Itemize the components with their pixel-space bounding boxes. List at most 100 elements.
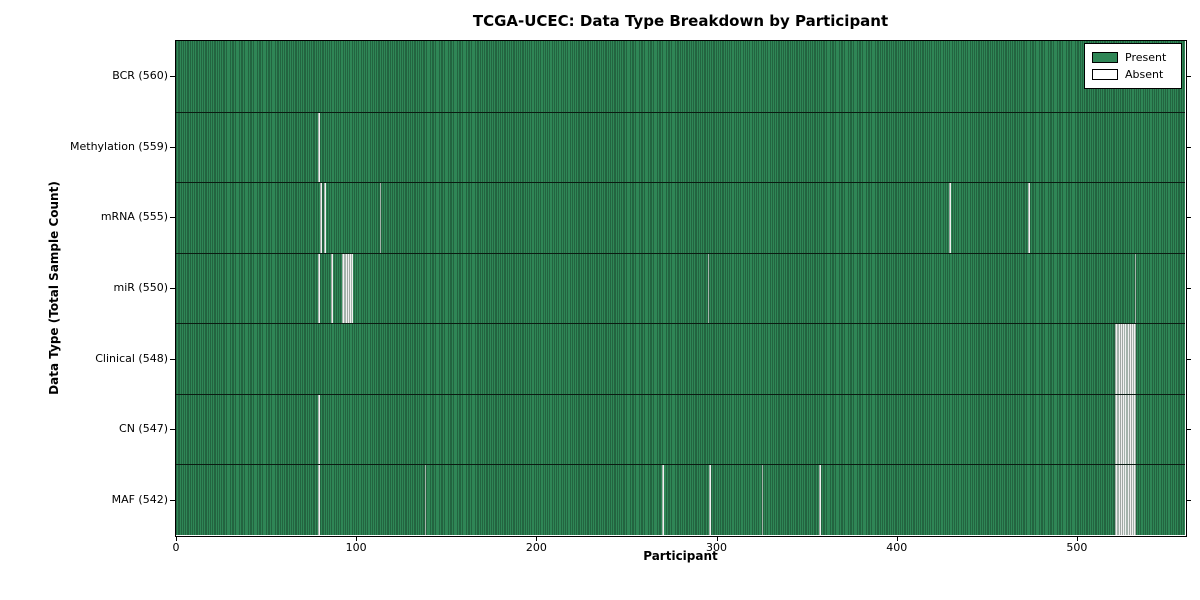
legend-label-present: Present bbox=[1125, 51, 1167, 64]
absent-cell bbox=[345, 252, 348, 324]
x-tick-mark bbox=[896, 536, 898, 541]
y-tick-label-mir: miR (550) bbox=[113, 281, 169, 294]
heatmap-row-mir bbox=[176, 252, 1185, 324]
absent-cell bbox=[1134, 464, 1137, 535]
absent-cell bbox=[1132, 323, 1135, 394]
y-tick-mark-left bbox=[170, 217, 175, 219]
absent-cell bbox=[1129, 464, 1131, 535]
x-tick-label: 500 bbox=[1066, 541, 1088, 554]
row-separator bbox=[176, 252, 1185, 254]
row-separator bbox=[176, 464, 1185, 466]
absent-cell bbox=[1116, 393, 1119, 465]
absent-cell bbox=[1134, 252, 1137, 324]
y-tick-mark-left bbox=[170, 499, 175, 501]
legend-label-absent: Absent bbox=[1125, 68, 1164, 81]
legend-swatch-absent bbox=[1092, 69, 1118, 80]
y-tick-label-maf: MAF (542) bbox=[111, 492, 168, 506]
y-tick-mark-right bbox=[1186, 358, 1191, 360]
absent-cell bbox=[761, 464, 764, 535]
heatmap-row-bcr bbox=[176, 41, 1185, 112]
absent-cell bbox=[1134, 323, 1137, 394]
x-tick-mark bbox=[356, 536, 358, 541]
absent-cell bbox=[1125, 393, 1128, 465]
heatmap-plot-area bbox=[176, 41, 1185, 535]
absent-cell bbox=[1121, 323, 1124, 394]
absent-cell bbox=[1130, 393, 1133, 465]
absent-cell bbox=[1118, 393, 1121, 465]
y-tick-mark-left bbox=[170, 358, 175, 360]
row-separator bbox=[176, 111, 1185, 113]
absent-cell bbox=[1123, 323, 1126, 394]
absent-cell bbox=[318, 111, 321, 183]
absent-cell bbox=[948, 182, 951, 253]
absent-cell bbox=[350, 252, 353, 324]
heatmap-row-methylation bbox=[176, 111, 1185, 183]
absent-cell bbox=[343, 252, 346, 324]
absent-cell bbox=[707, 252, 710, 324]
y-tick-mark-left bbox=[170, 76, 175, 78]
absent-cell bbox=[1125, 464, 1128, 535]
absent-cell bbox=[1118, 464, 1121, 535]
row-separator bbox=[176, 182, 1185, 184]
absent-cell bbox=[1132, 393, 1135, 465]
y-tick-label-bcr: BCR (560) bbox=[112, 69, 168, 83]
y-tick-mark-right bbox=[1186, 499, 1191, 501]
y-tick-mark-right bbox=[1186, 146, 1191, 148]
absent-cell bbox=[379, 182, 382, 253]
x-tick-mark bbox=[536, 536, 538, 541]
x-tick-label: 100 bbox=[345, 541, 367, 554]
y-tick-mark-right bbox=[1186, 76, 1191, 78]
y-tick-mark-left bbox=[170, 146, 175, 148]
absent-cell bbox=[1114, 323, 1117, 394]
y-tick-mark-right bbox=[1186, 217, 1191, 219]
x-tick-label: 400 bbox=[886, 541, 908, 554]
absent-cell bbox=[347, 252, 349, 324]
absent-cell bbox=[318, 393, 321, 465]
y-tick-label-mrna: mRNA (555) bbox=[100, 210, 168, 224]
absent-cell bbox=[330, 252, 333, 324]
y-tick-mark-right bbox=[1186, 429, 1191, 431]
absent-cell bbox=[1130, 464, 1133, 535]
absent-cell bbox=[1120, 464, 1122, 535]
absent-cell bbox=[1127, 393, 1130, 465]
y-tick-mark-right bbox=[1186, 288, 1191, 289]
chart-title: TCGA-UCEC: Data Type Breakdown by Partic… bbox=[472, 12, 889, 30]
absent-cell bbox=[323, 182, 326, 253]
absent-cell bbox=[318, 464, 321, 535]
heatmap-row-maf bbox=[176, 464, 1185, 535]
legend-swatch-present bbox=[1092, 52, 1118, 63]
absent-cell bbox=[320, 182, 322, 253]
legend-entry-absent: Absent bbox=[1092, 66, 1174, 83]
absent-cell bbox=[1114, 393, 1117, 465]
absent-cell bbox=[1130, 323, 1133, 394]
absent-cell bbox=[1121, 393, 1124, 465]
absent-cell bbox=[1132, 464, 1135, 535]
absent-cell bbox=[1118, 323, 1121, 394]
x-axis-label: Participant bbox=[643, 549, 718, 563]
y-tick-mark-left bbox=[170, 429, 175, 431]
absent-cell bbox=[1120, 393, 1122, 465]
absent-cell bbox=[1129, 393, 1131, 465]
absent-cell bbox=[1114, 464, 1117, 535]
y-tick-label-cn: CN (547) bbox=[119, 422, 168, 436]
absent-cell bbox=[424, 464, 427, 535]
legend: Present Absent bbox=[1084, 43, 1182, 89]
x-tick-mark bbox=[1076, 536, 1078, 541]
absent-cell bbox=[1127, 323, 1130, 394]
x-tick-label: 200 bbox=[525, 541, 547, 554]
heatmap-row-cn bbox=[176, 393, 1185, 465]
absent-cell bbox=[1123, 393, 1126, 465]
heatmap-row-mrna bbox=[176, 182, 1185, 253]
absent-cell bbox=[1123, 464, 1126, 535]
absent-cell bbox=[1116, 464, 1119, 535]
absent-cell bbox=[662, 464, 665, 535]
absent-cell bbox=[348, 252, 351, 324]
absent-cell bbox=[341, 252, 344, 324]
absent-cell bbox=[1125, 323, 1128, 394]
absent-cell bbox=[1121, 464, 1124, 535]
absent-cell bbox=[318, 252, 321, 324]
absent-cell bbox=[1120, 323, 1122, 394]
x-tick-mark bbox=[176, 536, 177, 541]
absent-cell bbox=[1134, 393, 1137, 465]
y-tick-label-methylation: Methylation (559) bbox=[70, 139, 168, 153]
